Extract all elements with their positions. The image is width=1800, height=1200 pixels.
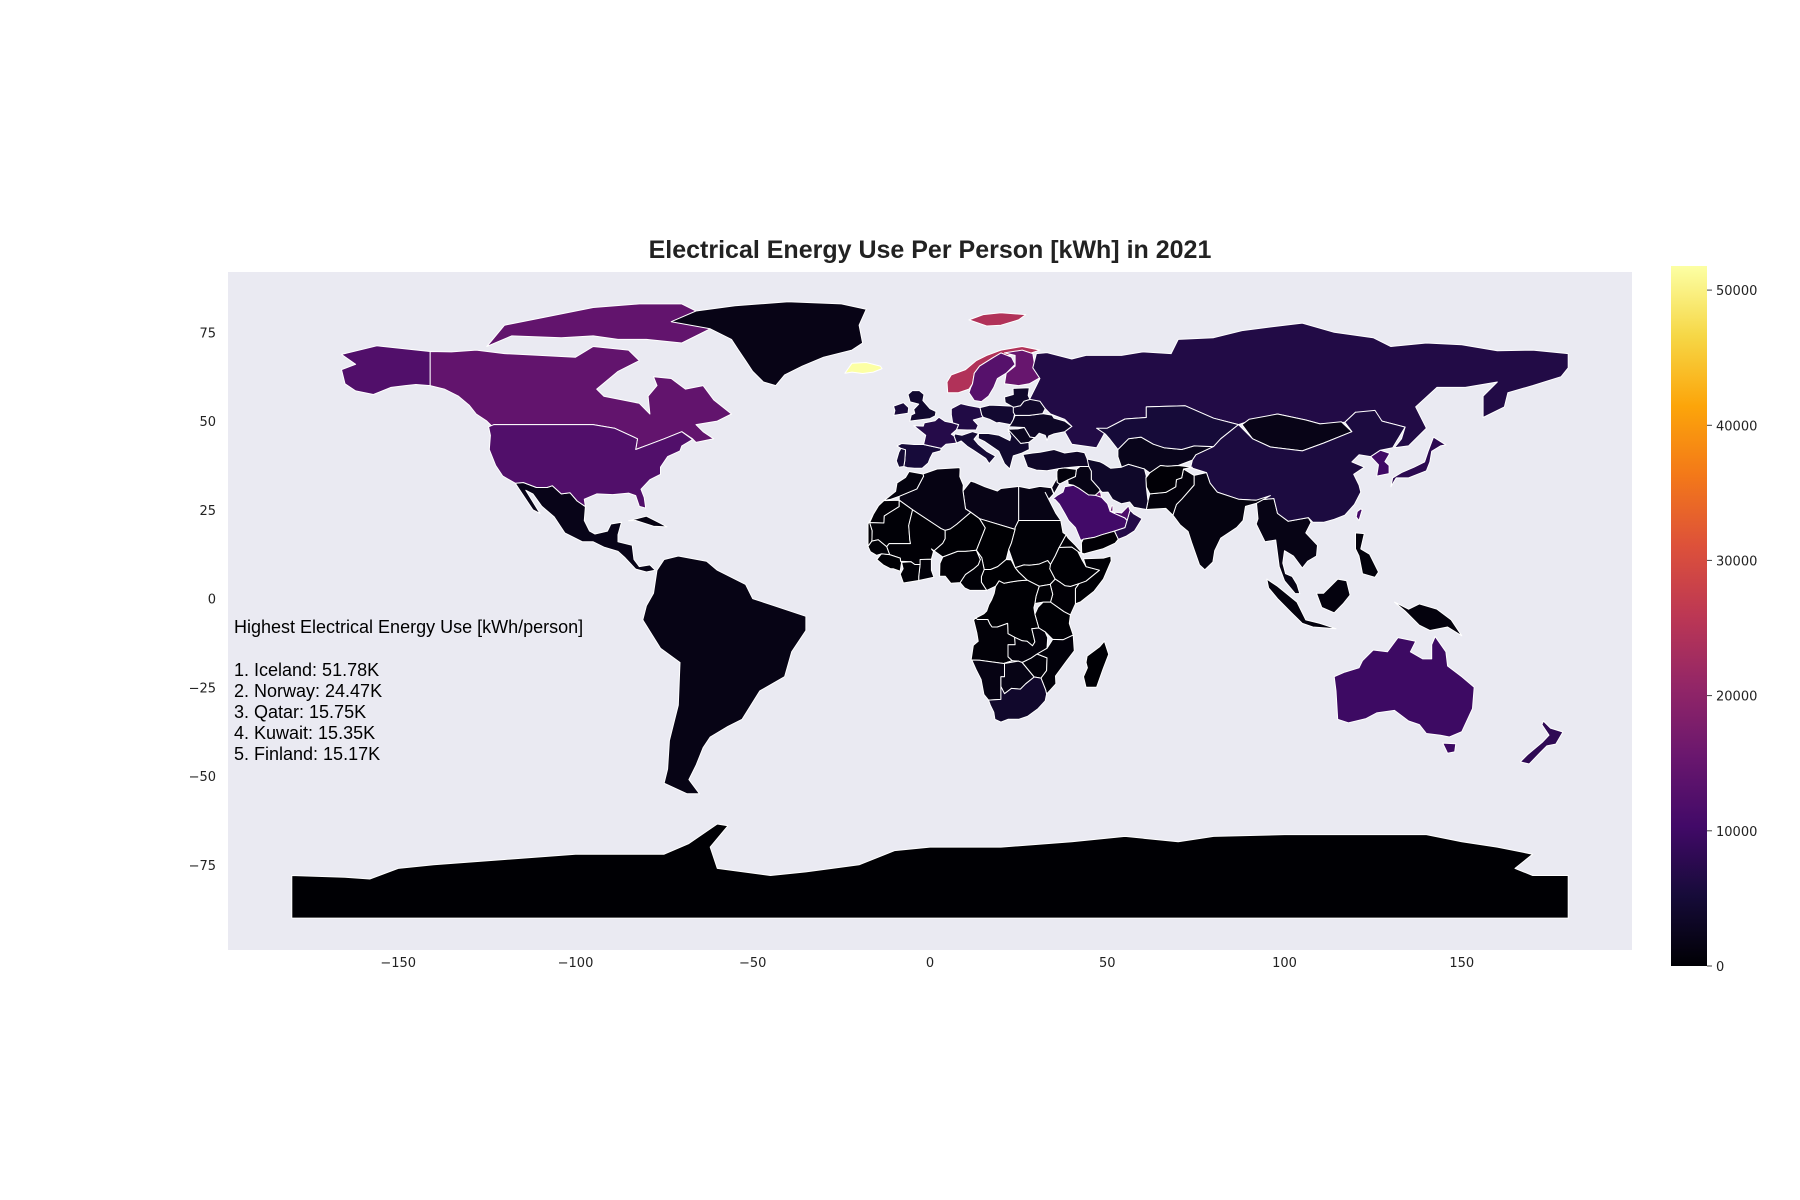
country-ireland — [893, 402, 910, 416]
country-senegal — [867, 539, 891, 556]
country-china — [1190, 409, 1406, 523]
country-turkey — [1022, 449, 1090, 472]
country-layer — [291, 301, 1569, 919]
country-south-africa — [988, 676, 1048, 723]
colorbar-gradient — [1671, 266, 1707, 966]
annotation-line-4: 4. Kuwait: 15.35K — [234, 723, 375, 743]
land-new-guinea — [1394, 601, 1463, 637]
x-tick-label: 100 — [1272, 956, 1297, 971]
country-portugal — [895, 447, 906, 468]
land-tasmania — [1442, 742, 1457, 754]
annotation-heading: Highest Electrical Energy Use [kWh/perso… — [234, 617, 583, 637]
country-mozambique — [1036, 634, 1075, 695]
country-egypt — [1018, 485, 1062, 521]
colorbar-tick-label: 0 — [1716, 960, 1724, 975]
y-tick-label: −25 — [189, 681, 216, 696]
country-alaska-united-states — [341, 345, 431, 395]
country-antarctica — [291, 823, 1569, 919]
land-borneo — [1316, 578, 1351, 614]
country-oman — [1113, 509, 1143, 540]
country-sweden — [968, 352, 1016, 403]
country-iceland — [844, 362, 883, 374]
x-tick-label: 50 — [1099, 956, 1116, 971]
country-nigeria — [939, 549, 981, 584]
y-tick-label: −75 — [189, 859, 216, 874]
country-svalbard-norway — [968, 312, 1027, 327]
country-united-arab-emirates — [1112, 505, 1131, 521]
country-syria — [1056, 467, 1077, 485]
country-madagascar — [1083, 640, 1110, 688]
land-taiwan — [1355, 508, 1363, 521]
y-tick-label: 50 — [199, 415, 216, 430]
y-tick-label: 25 — [199, 504, 216, 519]
country-united-states — [488, 424, 693, 509]
x-axis: −150 −100 −50 0 50 100 150 — [380, 956, 1474, 971]
land-korea — [1370, 449, 1391, 477]
country-germany — [950, 403, 984, 431]
x-tick-label: 0 — [926, 956, 934, 971]
x-tick-label: −100 — [558, 956, 594, 971]
country-central-african-republic — [980, 559, 1028, 591]
y-tick-label: 0 — [208, 593, 216, 608]
country-balkans — [977, 428, 1030, 470]
colorbar-ticks: 0 10000 20000 30000 40000 50000 — [1707, 284, 1757, 975]
annotation-line-1: 1. Iceland: 51.78K — [234, 660, 379, 680]
annotation-line-2: 2. Norway: 24.47K — [234, 681, 382, 701]
colorbar: 0 10000 20000 30000 40000 50000 — [1671, 266, 1757, 975]
y-tick-label: −50 — [189, 770, 216, 785]
annotation-line-5: 5. Finland: 15.17K — [234, 744, 380, 764]
colorbar-tick-label: 10000 — [1716, 825, 1757, 840]
country-ivory-coast — [899, 561, 921, 584]
country-morocco — [883, 471, 925, 502]
colorbar-tick-label: 30000 — [1716, 554, 1757, 569]
country-finland — [1004, 349, 1043, 387]
y-axis: 75 50 25 0 −25 −50 −75 — [189, 326, 216, 874]
x-tick-label: −150 — [380, 956, 416, 971]
country-italy — [953, 431, 997, 465]
y-tick-label: 75 — [199, 326, 216, 341]
land-cuba — [628, 515, 668, 528]
x-tick-label: −50 — [739, 956, 766, 971]
country-yemen — [1080, 530, 1119, 555]
land-japan — [1390, 436, 1447, 488]
country-baltic-states — [1004, 387, 1031, 408]
top-five-annotation: Highest Electrical Energy Use [kWh/perso… — [234, 617, 583, 764]
land-new-zealand — [1519, 720, 1564, 765]
land-sumatra-java — [1266, 578, 1337, 630]
colorbar-tick-label: 50000 — [1716, 284, 1757, 299]
country-united-kingdom — [907, 390, 937, 422]
x-tick-label: 150 — [1449, 956, 1474, 971]
country-qatar — [1109, 505, 1114, 512]
land-australia — [1333, 636, 1475, 738]
country-kazakhstan — [1096, 405, 1239, 450]
map-title: Electrical Energy Use Per Person [kWh] i… — [648, 236, 1212, 264]
colorbar-tick-label: 40000 — [1716, 419, 1757, 434]
country-ghana — [918, 558, 935, 581]
annotation-line-3: 3. Qatar: 15.75K — [234, 702, 366, 722]
land-philippines — [1355, 532, 1379, 578]
country-afghanistan — [1145, 465, 1193, 495]
country-iraq — [1067, 466, 1101, 496]
country-greenland — [670, 301, 867, 387]
country-somalia — [1074, 555, 1112, 605]
colorbar-tick-label: 20000 — [1716, 690, 1757, 705]
land-south-america — [642, 555, 807, 795]
